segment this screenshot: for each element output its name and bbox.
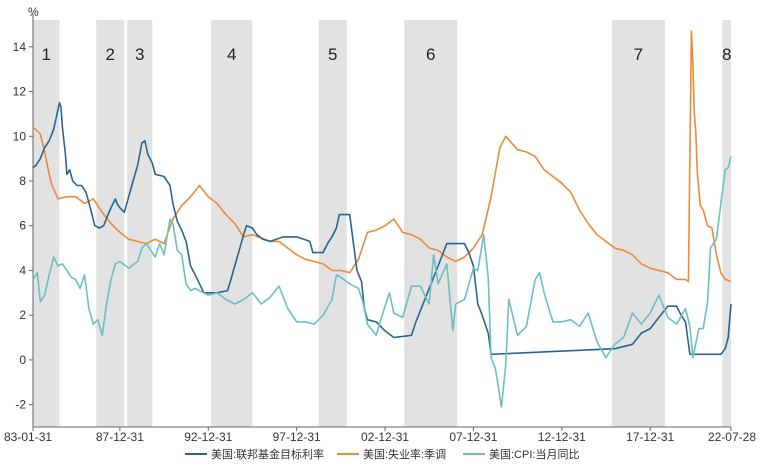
x-tick-label: 02-12-31 [361, 430, 409, 444]
series-line-0 [32, 101, 732, 356]
y-axis-unit: % [28, 5, 39, 19]
x-tick-label: 92-12-31 [184, 430, 232, 444]
y-tick-label: -2 [15, 398, 26, 412]
legend-label: 美国:联邦基金目标利率 [211, 447, 324, 461]
x-tick-label: 07-12-31 [449, 430, 497, 444]
x-axis: 83-01-31 87-12-31 92-12-31 97-12-31 02-12-31… [4, 426, 756, 444]
y-tick-label: 10 [13, 129, 27, 143]
series-lines [32, 30, 732, 408]
x-tick-label: 83-01-31 [4, 430, 52, 444]
x-tick-label: 87-12-31 [96, 430, 144, 444]
shaded-period-label-1: 1 [42, 45, 51, 64]
x-tick-label: 22-07-28 [708, 430, 756, 444]
y-axis: -2 0 2 4 6 8 10 12 14 [13, 14, 34, 427]
y-tick-label: 14 [13, 40, 27, 54]
shaded-period-7 [611, 20, 665, 427]
shaded-period-8 [722, 20, 731, 427]
x-tick-label: 97-12-31 [273, 430, 321, 444]
y-tick-label: 2 [19, 308, 26, 322]
shaded-periods [33, 20, 731, 427]
shaded-period-4 [211, 20, 253, 427]
shaded-period-label-4: 4 [227, 45, 236, 64]
shaded-period-label-7: 7 [634, 45, 643, 64]
shaded-period-label-2: 2 [106, 45, 115, 64]
series-line-1 [32, 30, 732, 283]
legend: 美国:联邦基金目标利率 美国:失业率:季调 美国:CPI:当月同比 [185, 447, 579, 461]
shaded-period-6 [404, 20, 458, 427]
shaded-period-1 [33, 20, 60, 427]
legend-label: 美国:CPI:当月同比 [489, 447, 579, 461]
x-tick-label: 12-12-31 [538, 430, 586, 444]
shaded-period-label-5: 5 [328, 45, 337, 64]
y-tick-label: 12 [13, 85, 27, 99]
y-tick-label: 6 [19, 219, 26, 233]
y-tick-label: 8 [19, 174, 26, 188]
y-tick-label: 0 [19, 353, 26, 367]
shaded-period-label-6: 6 [426, 45, 435, 64]
shaded-period-label-8: 8 [722, 45, 731, 64]
y-tick-label: 4 [19, 263, 26, 277]
shaded-period-label-3: 3 [135, 45, 144, 64]
shaded-period-5 [318, 20, 347, 427]
shaded-period-3 [127, 20, 153, 427]
series-line-2 [32, 156, 732, 408]
x-tick-label: 17-12-31 [626, 430, 674, 444]
legend-label: 美国:失业率:季调 [363, 447, 446, 461]
shaded-period-labels: 1 2 3 4 5 6 7 8 [42, 45, 732, 64]
